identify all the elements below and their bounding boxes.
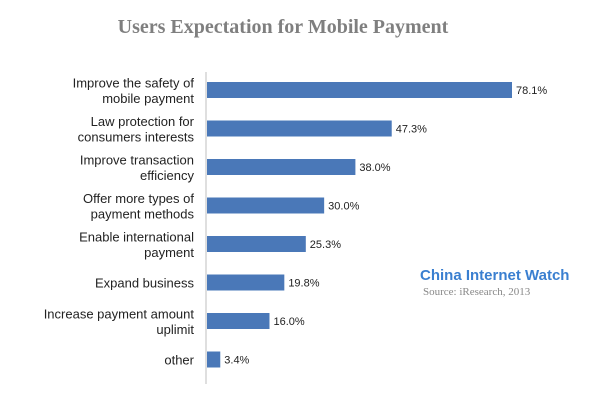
- category-label-4-line-1: payment: [144, 245, 194, 260]
- category-label-3-line-1: payment methods: [91, 206, 195, 221]
- category-label-0: Improve the safety of mobile payment: [73, 75, 195, 106]
- value-label-3: 30.0%: [328, 201, 359, 213]
- category-label-1: Law protection for consumers interests: [78, 114, 195, 145]
- category-label-2-line-0: Improve transaction: [80, 152, 194, 167]
- category-label-7: other: [164, 353, 194, 368]
- category-label-7-line-0: other: [164, 353, 194, 368]
- value-label-4: 25.3%: [310, 239, 341, 251]
- bar-1: [207, 120, 392, 137]
- value-label-1: 47.3%: [396, 124, 427, 136]
- value-label-6: 16.0%: [273, 316, 304, 328]
- category-label-6: Increase payment amount uplimit: [44, 306, 195, 337]
- category-label-2: Improve transaction efficiency: [80, 152, 195, 183]
- value-label-7: 3.4%: [224, 355, 249, 367]
- watermark-source: Source: iResearch, 2013: [423, 286, 531, 298]
- category-label-6-line-1: uplimit: [156, 322, 194, 337]
- bar-0: [207, 82, 512, 98]
- category-label-4-line-0: Enable international: [79, 229, 194, 244]
- watermark-brand: China Internet Watch: [420, 267, 569, 284]
- value-label-2: 38.0%: [359, 162, 390, 174]
- category-label-2-line-1: efficiency: [140, 168, 194, 183]
- bars-group: 78.1% Improve the safety of mobile payment…: [44, 75, 547, 368]
- bar-2: [207, 159, 356, 175]
- category-label-0-line-0: Improve the safety of: [73, 75, 195, 90]
- category-label-5-line-0: Expand business: [95, 276, 195, 291]
- value-label-0: 78.1%: [516, 85, 547, 97]
- category-label-5: Expand business: [95, 276, 195, 291]
- category-label-6-line-0: Increase payment amount: [44, 306, 195, 321]
- value-label-5: 19.8%: [288, 278, 319, 290]
- category-label-3-line-0: Offer more types of: [83, 191, 194, 206]
- category-label-3: Offer more types of payment methods: [83, 191, 195, 222]
- category-label-1-line-0: Law protection for: [91, 114, 195, 129]
- bar-5: [207, 274, 285, 291]
- bar-7: [207, 351, 221, 368]
- bar-3: [207, 197, 325, 214]
- category-label-0-line-1: mobile payment: [102, 91, 194, 106]
- chart-title: Users Expectation for Mobile Payment: [118, 16, 449, 38]
- bar-4: [207, 236, 306, 252]
- bar-6: [207, 313, 270, 329]
- category-label-4: Enable international payment: [79, 229, 194, 260]
- category-label-1-line-1: consumers interests: [78, 129, 195, 144]
